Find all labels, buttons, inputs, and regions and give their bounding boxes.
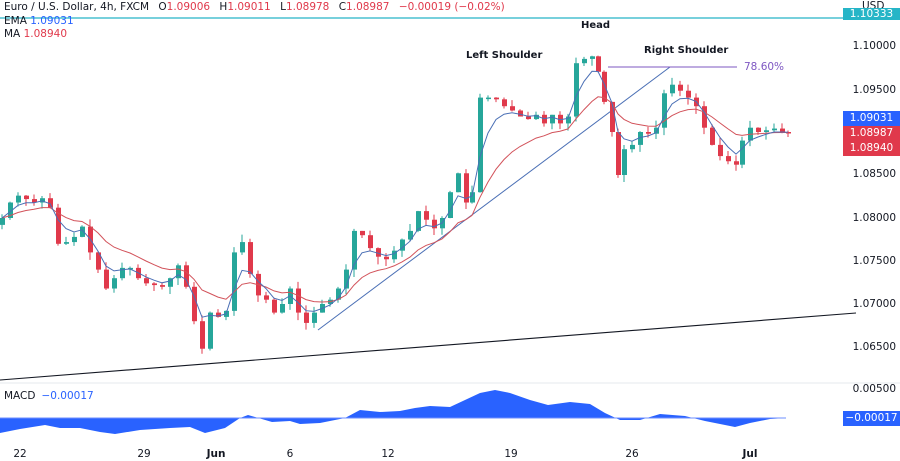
price-tick: 1.07500 xyxy=(852,255,896,267)
ema-price-tag: 1.09031 xyxy=(843,111,900,126)
ma-price-tag: 1.08940 xyxy=(843,141,900,156)
time-tick: 12 xyxy=(381,448,395,460)
ema-label: EMA xyxy=(4,14,27,27)
ema-value: 1.09031 xyxy=(30,14,74,27)
time-tick: 22 xyxy=(13,448,27,460)
ema-line xyxy=(1,70,789,318)
macd-price-tag: −0.00017 xyxy=(843,411,900,426)
price-tick: 1.09500 xyxy=(852,84,896,96)
chart-legend: Euro / U.S. Dollar, 4h, FXCM O1.09006 H1… xyxy=(4,1,505,42)
macd-legend[interactable]: MACD −0.00017 xyxy=(4,390,94,402)
time-tick: 26 xyxy=(625,448,639,460)
candles xyxy=(0,55,791,354)
time-tick: 29 xyxy=(137,448,151,460)
ma-label: MA xyxy=(4,28,21,40)
macd-area xyxy=(0,390,786,434)
ma-row[interactable]: MA 1.08940 xyxy=(4,28,505,42)
head-annotation: Head xyxy=(581,20,611,31)
time-tick: 6 xyxy=(286,448,294,460)
time-tick: Jun xyxy=(206,448,226,460)
macd-value: −0.00017 xyxy=(41,390,94,402)
time-tick: Jul xyxy=(742,448,758,460)
macd-label: MACD xyxy=(4,390,36,402)
close-value: 1.08987 xyxy=(346,1,390,13)
time-tick: 19 xyxy=(504,448,518,460)
price-tick: 1.08500 xyxy=(852,168,896,180)
right-shoulder-annotation: Right Shoulder xyxy=(644,45,729,56)
ohlc-row: Euro / U.S. Dollar, 4h, FXCM O1.09006 H1… xyxy=(4,1,505,15)
price-tick: 1.07000 xyxy=(852,298,896,310)
price-tick: 1.08000 xyxy=(852,212,896,224)
fib-level-label: 78.60% xyxy=(744,61,785,73)
top-level-price-tag: 1.10333 xyxy=(843,8,900,20)
price-tick: 1.06500 xyxy=(852,341,896,353)
high-value: 1.09011 xyxy=(227,1,271,13)
price-tick: 1.10000 xyxy=(852,40,896,52)
left-shoulder-annotation: Left Shoulder xyxy=(466,50,543,61)
open-label: O xyxy=(158,1,167,13)
ema-row[interactable]: EMA 1.09031 xyxy=(4,15,505,29)
macd-tick: 0.00500 xyxy=(852,383,896,395)
change-value: −0.00019 (−0.02%) xyxy=(398,1,505,13)
close-price-tag: 1.08987 xyxy=(843,126,900,141)
open-value: 1.09006 xyxy=(166,1,211,13)
symbol-title: Euro / U.S. Dollar, 4h, FXCM xyxy=(4,1,150,13)
close-label: C xyxy=(338,1,347,13)
ma-line xyxy=(1,96,788,303)
uptrend-line xyxy=(317,66,671,331)
high-label: H xyxy=(219,1,228,13)
low-label: L xyxy=(280,1,286,13)
long-term-trendline xyxy=(0,312,857,381)
low-value: 1.08978 xyxy=(285,1,330,13)
ma-value: 1.08940 xyxy=(23,28,68,40)
